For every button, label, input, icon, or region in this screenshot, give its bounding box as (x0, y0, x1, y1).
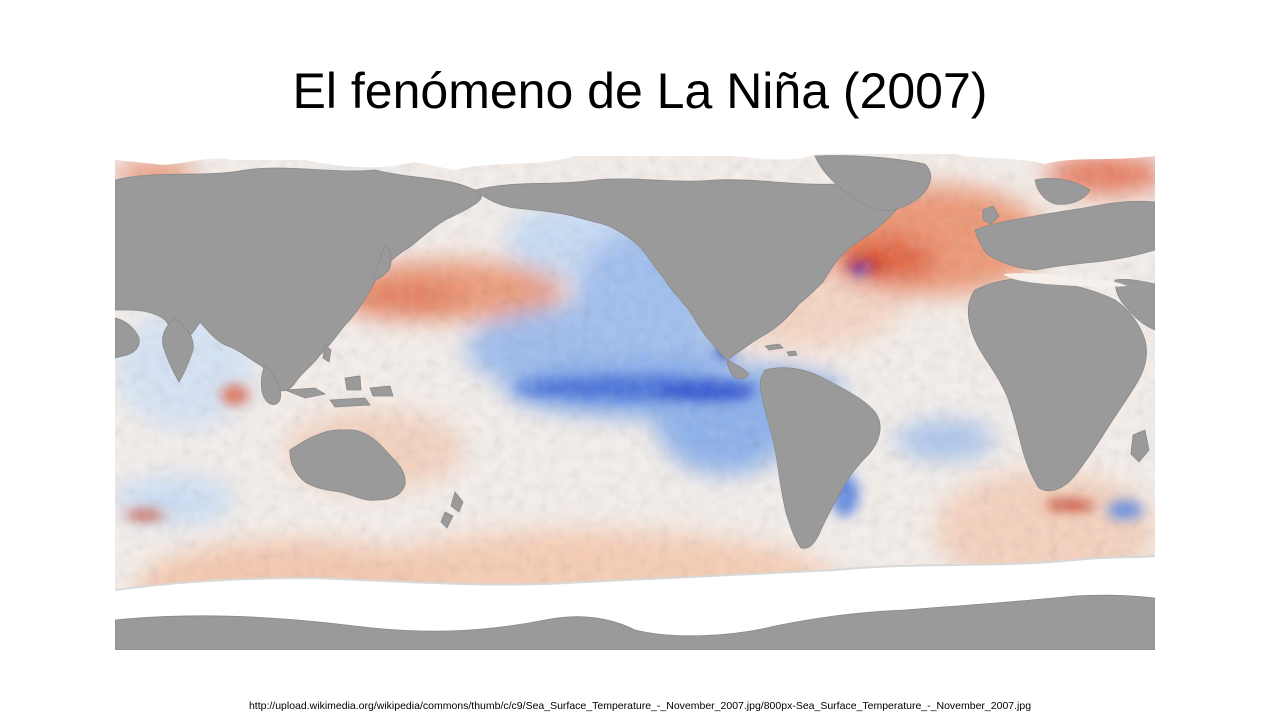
north-america (474, 178, 906, 361)
ice-edge (115, 555, 1155, 591)
arabian-peninsula (115, 317, 140, 359)
philippines (322, 344, 332, 363)
land-layer (115, 155, 1155, 650)
mediterranean-sea (1003, 273, 1127, 287)
arctic-ice (115, 150, 1155, 170)
caribbean-islands (764, 343, 798, 357)
madagascar (1130, 429, 1150, 463)
south-america (759, 367, 881, 549)
antarctica (115, 594, 1155, 650)
greenland (814, 155, 932, 211)
indonesia-islands (284, 375, 394, 408)
sea-surface-temperature-map (115, 150, 1155, 650)
japan (372, 244, 392, 280)
slide-title: El fenómeno de La Niña (2007) (292, 63, 988, 119)
scandinavia (1034, 178, 1091, 205)
europe (974, 200, 1155, 271)
british-isles (982, 205, 1000, 225)
southeast-asia (260, 364, 282, 405)
new-zealand (440, 491, 464, 529)
central-america (726, 359, 750, 380)
middle-east (1114, 279, 1155, 331)
australia (289, 429, 406, 501)
asia-landmass (115, 167, 482, 392)
source-url: http://upload.wikimedia.org/wikipedia/co… (248, 700, 1032, 712)
africa (967, 278, 1147, 492)
india-peninsula (162, 317, 194, 383)
